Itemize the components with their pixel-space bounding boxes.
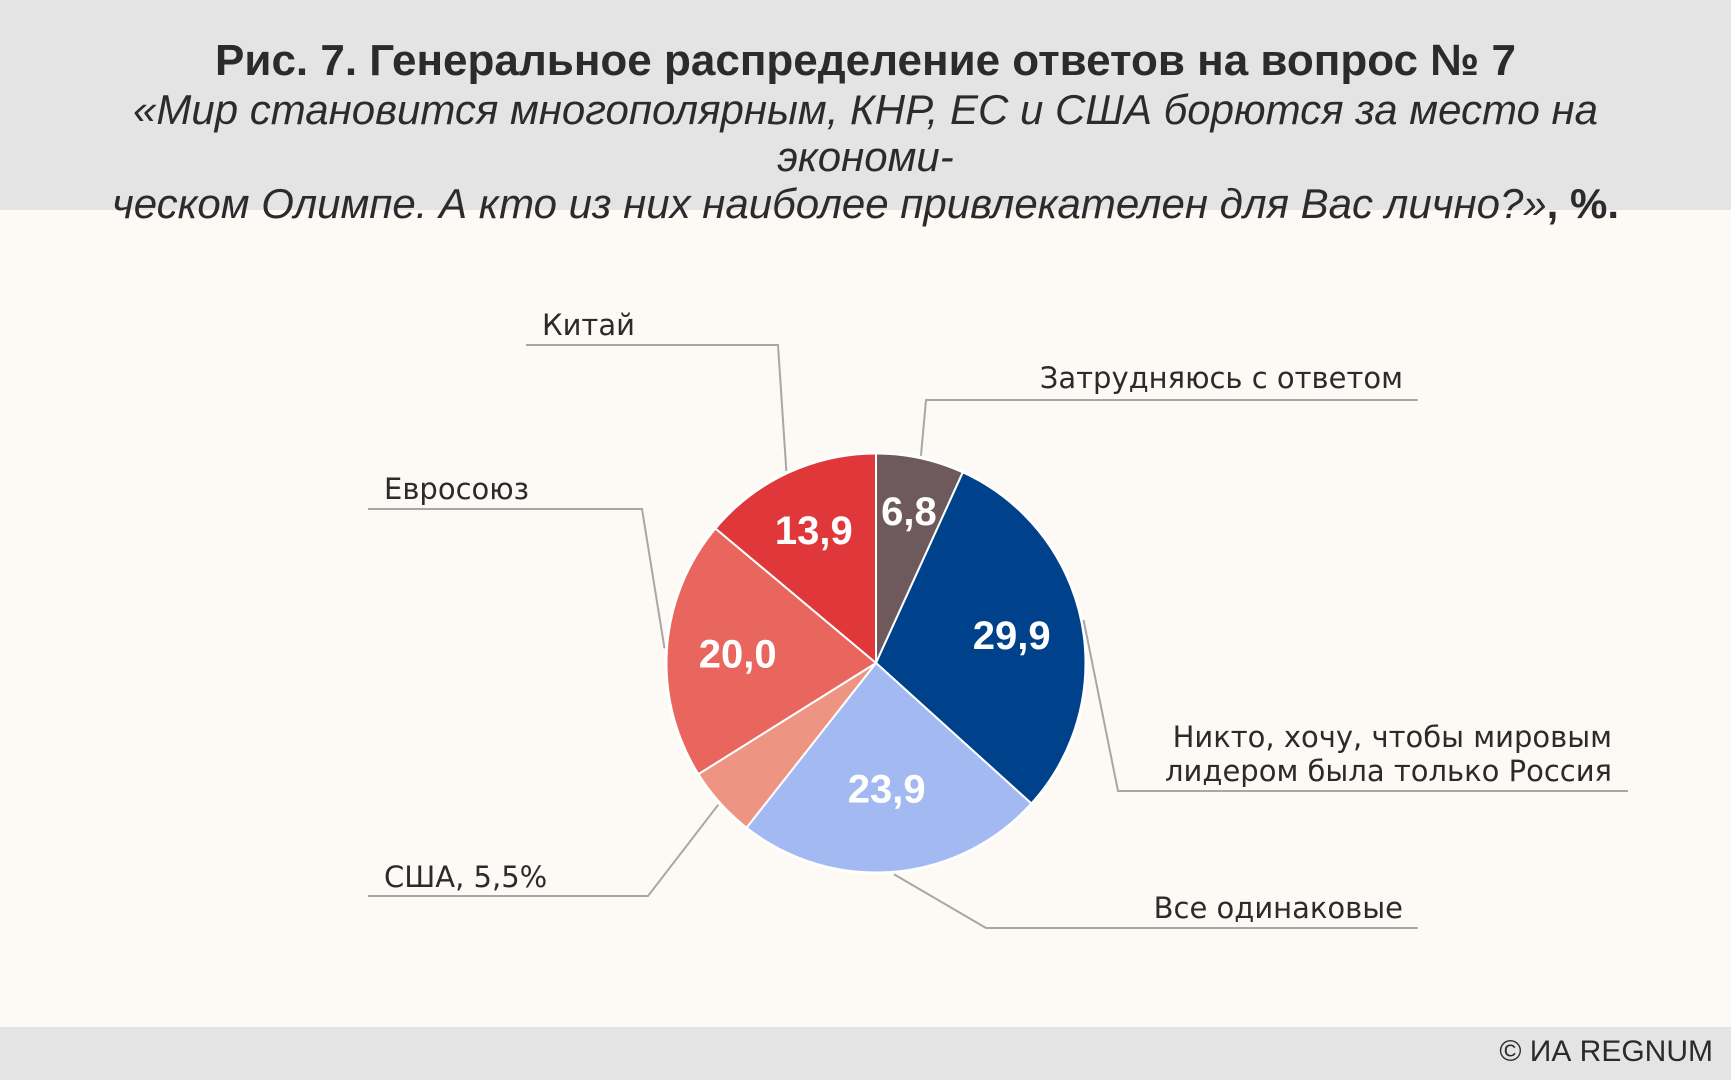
copyright: © ИА REGNUM — [1499, 1035, 1713, 1068]
chart-title: Рис. 7. Генеральное распределение ответо… — [215, 36, 1516, 85]
slice-value-label-0: 6,8 — [881, 490, 937, 534]
callout-line-1 — [1082, 619, 1628, 792]
subtitle-unit: , %. — [1546, 180, 1620, 227]
slice-value-label-5: 13,9 — [775, 509, 853, 553]
category-label-1-line-0: Никто, хочу, чтобы мировым — [1173, 720, 1612, 754]
slice-value-label-1: 29,9 — [973, 614, 1051, 658]
chart-subtitle: «Мир становится многополярным, КНР, ЕС и… — [86, 86, 1646, 227]
callout-line-3 — [368, 804, 720, 897]
category-label-0: Затрудняюсь с ответом — [1040, 361, 1403, 395]
chart-header: Рис. 7. Генеральное распределение ответо… — [0, 0, 1731, 227]
category-label-5: Китай — [542, 308, 635, 342]
category-label-4: Евросоюз — [384, 472, 529, 506]
callout-line-0 — [919, 399, 1418, 456]
category-label-3: США, 5,5% — [384, 860, 547, 894]
slice-value-label-2: 23,9 — [848, 768, 926, 812]
pie-outline — [664, 451, 1088, 875]
callout-line-4 — [368, 508, 666, 649]
subtitle-line-1: «Мир становится многополярным, КНР, ЕС и… — [133, 86, 1598, 180]
category-label-1-line-1: лидером была только Россия — [1165, 754, 1612, 788]
category-label-2: Все одинаковые — [1154, 891, 1403, 925]
callout-line-5 — [526, 344, 788, 471]
subtitle-line-2: ческом Олимпе. А кто из них наиболее при… — [111, 180, 1547, 227]
footer: © ИА REGNUM — [0, 1027, 1731, 1080]
callout-line-2 — [893, 873, 1418, 929]
slice-value-label-4: 20,0 — [699, 632, 777, 676]
